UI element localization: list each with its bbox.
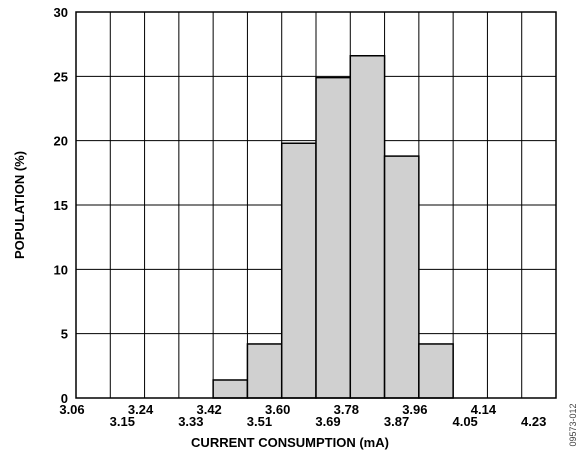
- x-tick-label: 3.96: [402, 402, 427, 417]
- histogram-bar: [349, 54, 386, 399]
- y-tick-labels: 0 5 10 15 20 25 30: [54, 5, 68, 406]
- y-tick-label: 30: [54, 5, 68, 20]
- x-tick-labels: 3.06 3.153.24 3.333.42 3.513.60 3.693.78 3.87…: [59, 402, 546, 429]
- x-tick-label: 3.42: [196, 402, 221, 417]
- y-tick-label: 15: [54, 198, 68, 213]
- x-tick-label: 3.24: [128, 402, 154, 417]
- histogram-bar: [246, 343, 283, 399]
- y-axis-title: POPULATION (%): [12, 151, 27, 259]
- figure-id-label: 09573-012: [568, 403, 578, 446]
- x-tick-label: 3.15: [110, 414, 135, 429]
- y-tick-label: 0: [61, 391, 68, 406]
- x-tick-label: 3.06: [59, 402, 84, 417]
- y-tick-label: 5: [61, 327, 68, 342]
- histogram-bar: [212, 379, 249, 399]
- y-tick-label: 25: [54, 69, 68, 84]
- x-tick-label: 3.87: [384, 414, 409, 429]
- x-axis-title: CURRENT CONSUMPTION (mA): [191, 435, 389, 450]
- x-tick-label: 4.05: [452, 414, 477, 429]
- histogram-bar: [418, 343, 454, 399]
- x-tick-label: 4.14: [471, 402, 497, 417]
- y-tick-label: 20: [54, 134, 68, 149]
- histogram-bar: [280, 142, 317, 399]
- x-tick-label: 3.33: [178, 414, 203, 429]
- x-tick-label: 3.78: [334, 402, 359, 417]
- histogram-bar: [315, 76, 352, 399]
- x-tick-label: 3.60: [265, 402, 290, 417]
- x-tick-label: 3.69: [315, 414, 340, 429]
- histogram-bar: [383, 155, 420, 399]
- y-tick-label: 10: [54, 262, 68, 277]
- x-tick-label: 4.23: [521, 414, 546, 429]
- plot-frame: [75, 11, 557, 399]
- x-tick-label: 3.51: [247, 414, 272, 429]
- bars: [212, 54, 454, 399]
